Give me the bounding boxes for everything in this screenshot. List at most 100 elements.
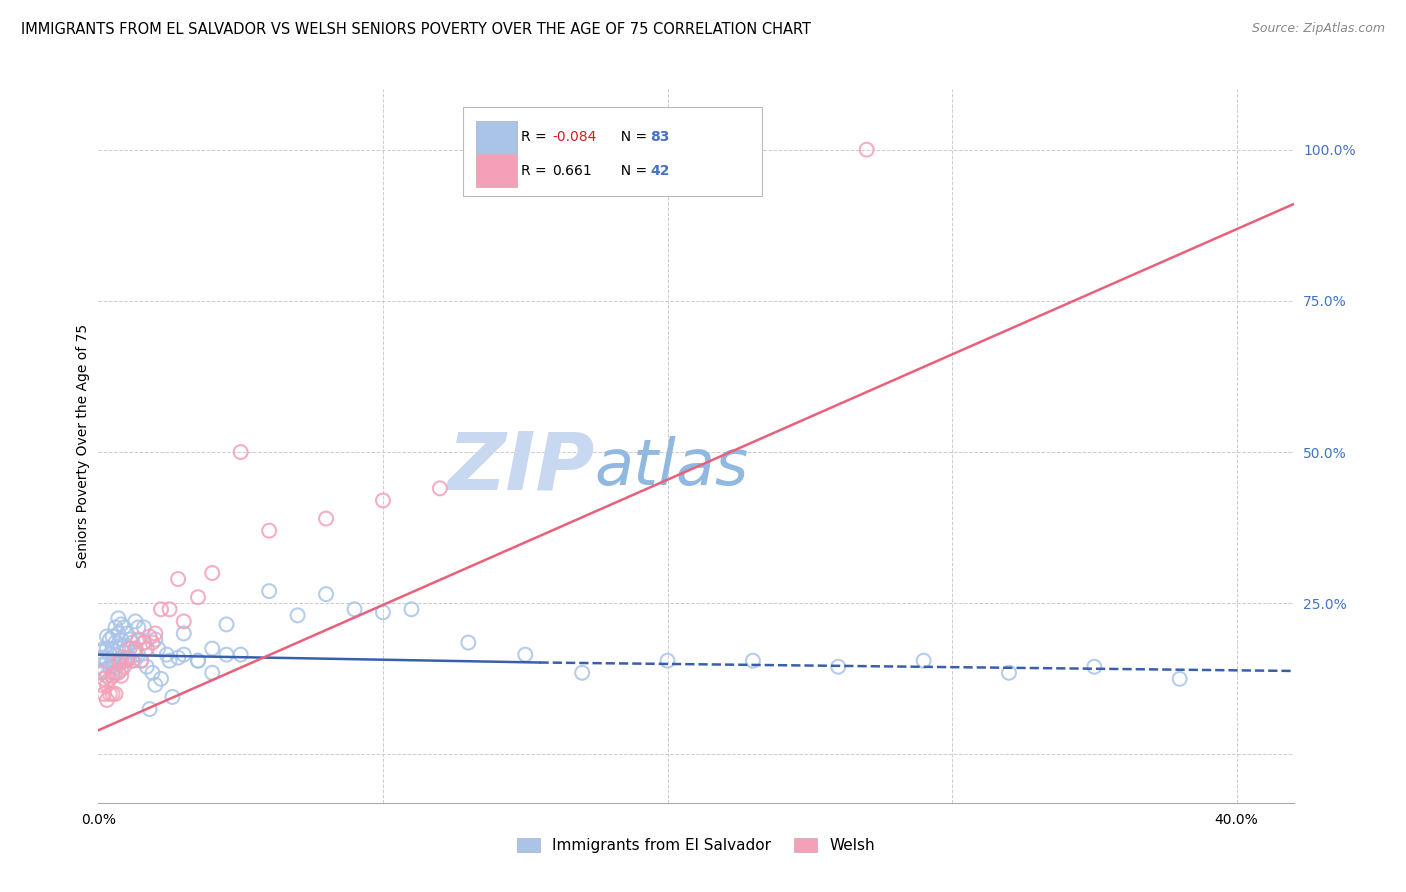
Legend: Immigrants from El Salvador, Welsh: Immigrants from El Salvador, Welsh [510,832,882,859]
Text: 83: 83 [651,130,669,144]
Point [110,654,132,668]
Point [150,672,173,686]
Point [457,635,479,649]
Point [112,659,135,673]
Point [912,654,935,668]
Point [138,630,160,644]
Point [827,659,849,673]
Point [96,641,118,656]
Point [215,617,238,632]
Point [93,641,115,656]
Point [187,654,209,668]
Point [90,650,112,665]
Point [167,650,190,665]
Point [101,669,124,683]
Point [118,641,141,656]
Point [124,615,146,629]
Point [429,481,451,495]
Point [229,445,252,459]
Point [101,687,124,701]
Point [93,663,115,677]
Point [156,648,179,662]
Point [855,143,877,157]
Point [90,654,112,668]
Point [173,615,195,629]
Point [115,641,138,656]
Point [101,654,124,668]
Point [515,648,537,662]
Point [167,572,190,586]
Point [110,650,132,665]
Point [96,654,118,668]
Text: R =: R = [522,130,551,144]
Point [127,648,149,662]
Point [143,678,166,692]
Point [135,659,157,673]
Point [162,690,184,704]
Point [173,648,195,662]
Point [90,678,112,692]
Point [143,632,166,647]
Point [124,641,146,656]
Point [129,654,152,668]
Point [1168,672,1191,686]
Point [101,641,124,656]
Point [104,659,127,673]
Point [173,626,195,640]
FancyBboxPatch shape [477,120,517,153]
Point [112,654,135,668]
Point [1083,659,1105,673]
Point [93,650,115,665]
Y-axis label: Seniors Poverty Over the Age of 75: Seniors Poverty Over the Age of 75 [76,324,90,568]
Point [138,702,160,716]
Point [110,669,132,683]
Point [657,654,679,668]
Point [112,639,135,653]
Point [96,630,118,644]
Point [121,654,143,668]
Point [110,663,132,677]
Point [96,678,118,692]
Point [229,648,252,662]
Point [571,665,593,680]
Point [107,657,129,671]
Text: N =: N = [613,163,652,178]
Point [98,632,121,647]
Point [90,645,112,659]
Point [143,626,166,640]
Text: R =: R = [522,163,555,178]
Point [107,665,129,680]
Point [93,687,115,701]
Point [315,587,337,601]
Point [115,654,138,668]
Point [118,632,141,647]
Point [115,650,138,665]
Point [104,687,127,701]
Point [107,611,129,625]
Text: N =: N = [613,130,652,144]
Point [98,672,121,686]
Point [104,665,127,680]
Point [257,524,280,538]
Point [115,626,138,640]
Point [132,635,155,649]
Point [741,654,763,668]
Point [127,632,149,647]
Point [104,635,127,649]
Point [150,602,173,616]
Point [132,620,155,634]
Point [107,626,129,640]
Point [201,566,224,580]
Point [110,617,132,632]
Point [124,641,146,656]
Point [96,693,118,707]
Point [110,632,132,647]
Point [93,672,115,686]
Point [657,143,679,157]
Text: -0.084: -0.084 [553,130,598,144]
Point [124,648,146,662]
Text: 0.661: 0.661 [553,163,592,178]
Point [112,620,135,634]
Point [201,665,224,680]
Point [129,654,152,668]
